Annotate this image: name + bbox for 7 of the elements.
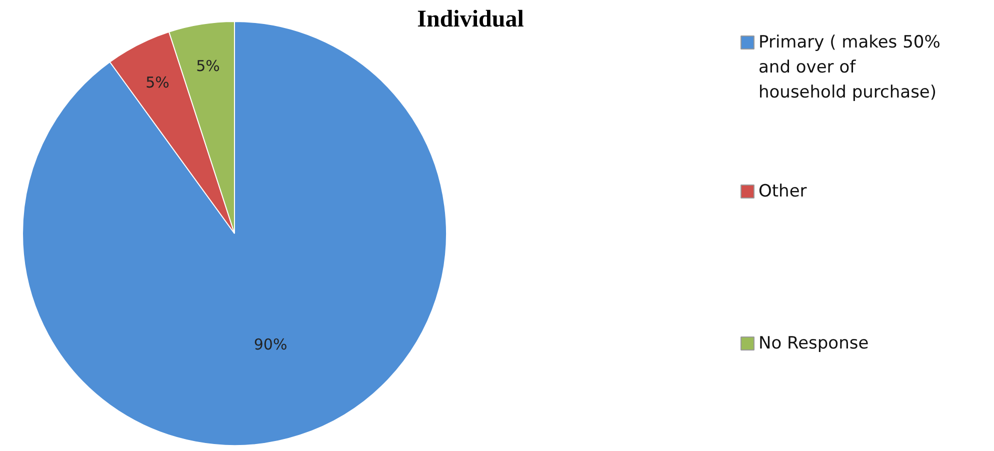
legend-label: Primary ( makes 50% and over of household purchase)	[758, 32, 940, 102]
chart-title: Individual	[417, 6, 524, 32]
data-label: 5%	[196, 56, 220, 75]
data-label: 90%	[254, 335, 288, 354]
legend-label: No Response	[758, 334, 869, 354]
legend-label: Other	[758, 182, 807, 202]
data-label: 5%	[146, 73, 170, 92]
